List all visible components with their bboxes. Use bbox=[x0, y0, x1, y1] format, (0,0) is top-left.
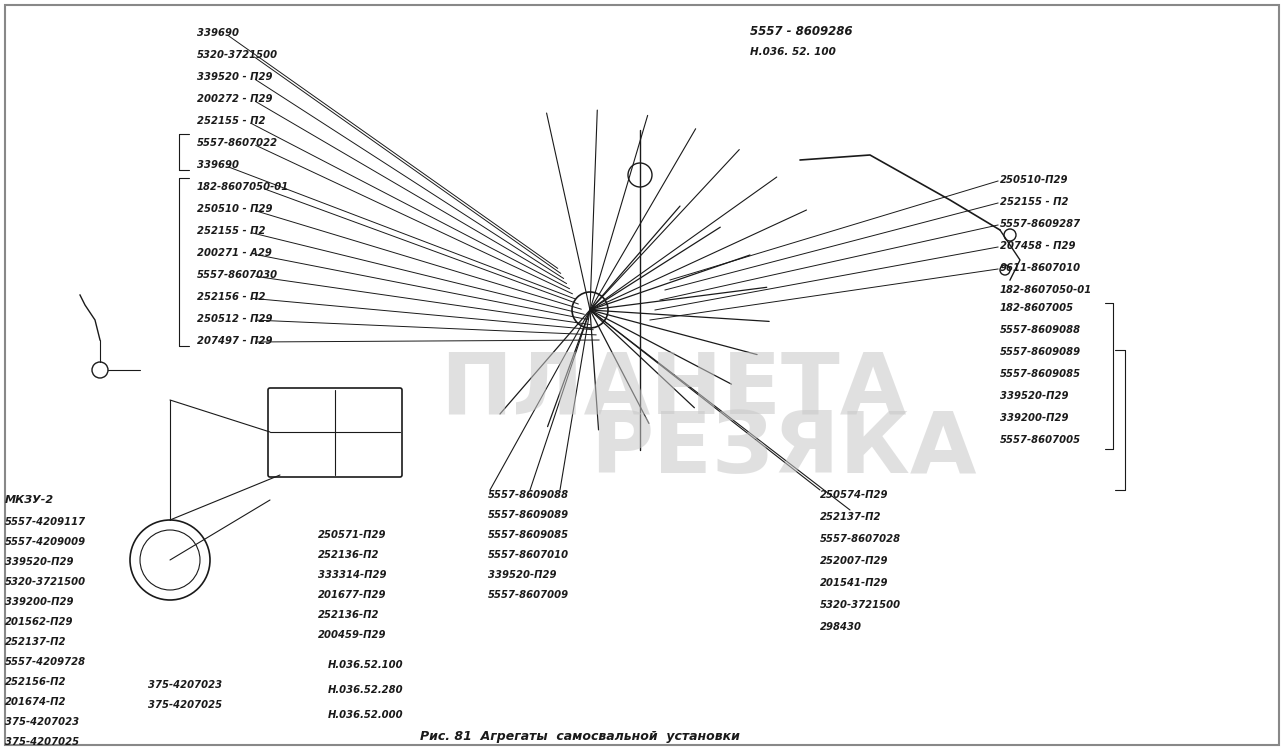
Text: 9611-8607010: 9611-8607010 bbox=[1000, 263, 1081, 273]
Text: 5557-8609089: 5557-8609089 bbox=[1000, 347, 1081, 357]
Text: 5557-8607010: 5557-8607010 bbox=[488, 550, 569, 560]
Text: 339520-П29: 339520-П29 bbox=[5, 557, 73, 567]
Text: 375-4207025: 375-4207025 bbox=[148, 700, 222, 710]
Text: 5557-8609088: 5557-8609088 bbox=[1000, 325, 1081, 335]
Text: 201674-П2: 201674-П2 bbox=[5, 697, 67, 707]
Text: 5557 - 8609286: 5557 - 8609286 bbox=[750, 25, 853, 38]
Text: 5557-8607030: 5557-8607030 bbox=[196, 270, 279, 280]
Text: 333314-П29: 333314-П29 bbox=[318, 570, 386, 580]
Text: 252137-П2: 252137-П2 bbox=[820, 512, 882, 522]
Text: 5557-8609085: 5557-8609085 bbox=[488, 530, 569, 540]
Text: 339690: 339690 bbox=[196, 28, 239, 38]
Text: 200459-П29: 200459-П29 bbox=[318, 630, 386, 640]
Text: 207458 - П29: 207458 - П29 bbox=[1000, 241, 1076, 251]
Text: 250510-П29: 250510-П29 bbox=[1000, 175, 1068, 185]
Text: 201677-П29: 201677-П29 bbox=[318, 590, 386, 600]
Text: 252136-П2: 252136-П2 bbox=[318, 550, 380, 560]
Text: ПЛАНЕТА: ПЛАНЕТА bbox=[440, 349, 907, 431]
Text: 5557-4209009: 5557-4209009 bbox=[5, 537, 86, 547]
Text: Н.036.52.000: Н.036.52.000 bbox=[327, 710, 403, 720]
Text: 5557-8607005: 5557-8607005 bbox=[1000, 435, 1081, 445]
Text: 250512 - П29: 250512 - П29 bbox=[196, 314, 272, 324]
Text: 252155 - П2: 252155 - П2 bbox=[196, 116, 266, 126]
Text: 375-4207023: 375-4207023 bbox=[148, 680, 222, 690]
Text: 182-8607005: 182-8607005 bbox=[1000, 303, 1075, 313]
Text: 201562-П29: 201562-П29 bbox=[5, 617, 73, 627]
Text: 250574-П29: 250574-П29 bbox=[820, 490, 889, 500]
Text: 5557-8609085: 5557-8609085 bbox=[1000, 369, 1081, 379]
Text: Н.036. 52. 100: Н.036. 52. 100 bbox=[750, 47, 836, 57]
Text: 339690: 339690 bbox=[196, 160, 239, 170]
Text: 5557-8609287: 5557-8609287 bbox=[1000, 219, 1081, 229]
Text: 252137-П2: 252137-П2 bbox=[5, 637, 67, 647]
Text: 339520-П29: 339520-П29 bbox=[1000, 391, 1068, 401]
Text: 375-4207023: 375-4207023 bbox=[5, 717, 80, 727]
Text: 5557-4209117: 5557-4209117 bbox=[5, 517, 86, 527]
Text: 200271 - А29: 200271 - А29 bbox=[196, 248, 272, 258]
Text: 252007-П29: 252007-П29 bbox=[820, 556, 889, 566]
Text: РЕЗЯКА: РЕЗЯКА bbox=[591, 409, 977, 491]
Text: 182-8607050-01: 182-8607050-01 bbox=[196, 182, 289, 192]
Text: Н.036.52.100: Н.036.52.100 bbox=[327, 660, 403, 670]
Text: 5320-3721500: 5320-3721500 bbox=[820, 600, 901, 610]
Text: 5557-8607028: 5557-8607028 bbox=[820, 534, 901, 544]
Text: 5557-8609089: 5557-8609089 bbox=[488, 510, 569, 520]
Text: 5320-3721500: 5320-3721500 bbox=[5, 577, 86, 587]
Text: 339200-П29: 339200-П29 bbox=[1000, 413, 1068, 423]
Text: 207497 - П29: 207497 - П29 bbox=[196, 336, 272, 346]
Text: 252155 - П2: 252155 - П2 bbox=[1000, 197, 1068, 207]
Text: 252136-П2: 252136-П2 bbox=[318, 610, 380, 620]
Text: 250510 - П29: 250510 - П29 bbox=[196, 204, 272, 214]
Text: Н.036.52.280: Н.036.52.280 bbox=[327, 685, 403, 695]
Text: 298430: 298430 bbox=[820, 622, 862, 632]
Text: 339520-П29: 339520-П29 bbox=[488, 570, 556, 580]
Text: 339200-П29: 339200-П29 bbox=[5, 597, 73, 607]
Text: 5320-3721500: 5320-3721500 bbox=[196, 50, 279, 60]
Text: 339520 - П29: 339520 - П29 bbox=[196, 72, 272, 82]
Text: 375-4207025: 375-4207025 bbox=[5, 737, 80, 747]
Text: 250571-П29: 250571-П29 bbox=[318, 530, 386, 540]
Text: 5557-8607022: 5557-8607022 bbox=[196, 138, 279, 148]
Text: 201541-П29: 201541-П29 bbox=[820, 578, 889, 588]
Text: 252156 - П2: 252156 - П2 bbox=[196, 292, 266, 302]
Text: 5557-4209728: 5557-4209728 bbox=[5, 657, 86, 667]
Text: 200272 - П29: 200272 - П29 bbox=[196, 94, 272, 104]
Text: Рис. 81  Агрегаты  самосвальной  установки: Рис. 81 Агрегаты самосвальной установки bbox=[420, 730, 740, 743]
Text: 5557-8609088: 5557-8609088 bbox=[488, 490, 569, 500]
Text: 252156-П2: 252156-П2 bbox=[5, 677, 67, 687]
Text: 5557-8607009: 5557-8607009 bbox=[488, 590, 569, 600]
Text: МКЗУ-2: МКЗУ-2 bbox=[5, 495, 54, 505]
Text: 182-8607050-01: 182-8607050-01 bbox=[1000, 285, 1093, 295]
Text: 252155 - П2: 252155 - П2 bbox=[196, 226, 266, 236]
